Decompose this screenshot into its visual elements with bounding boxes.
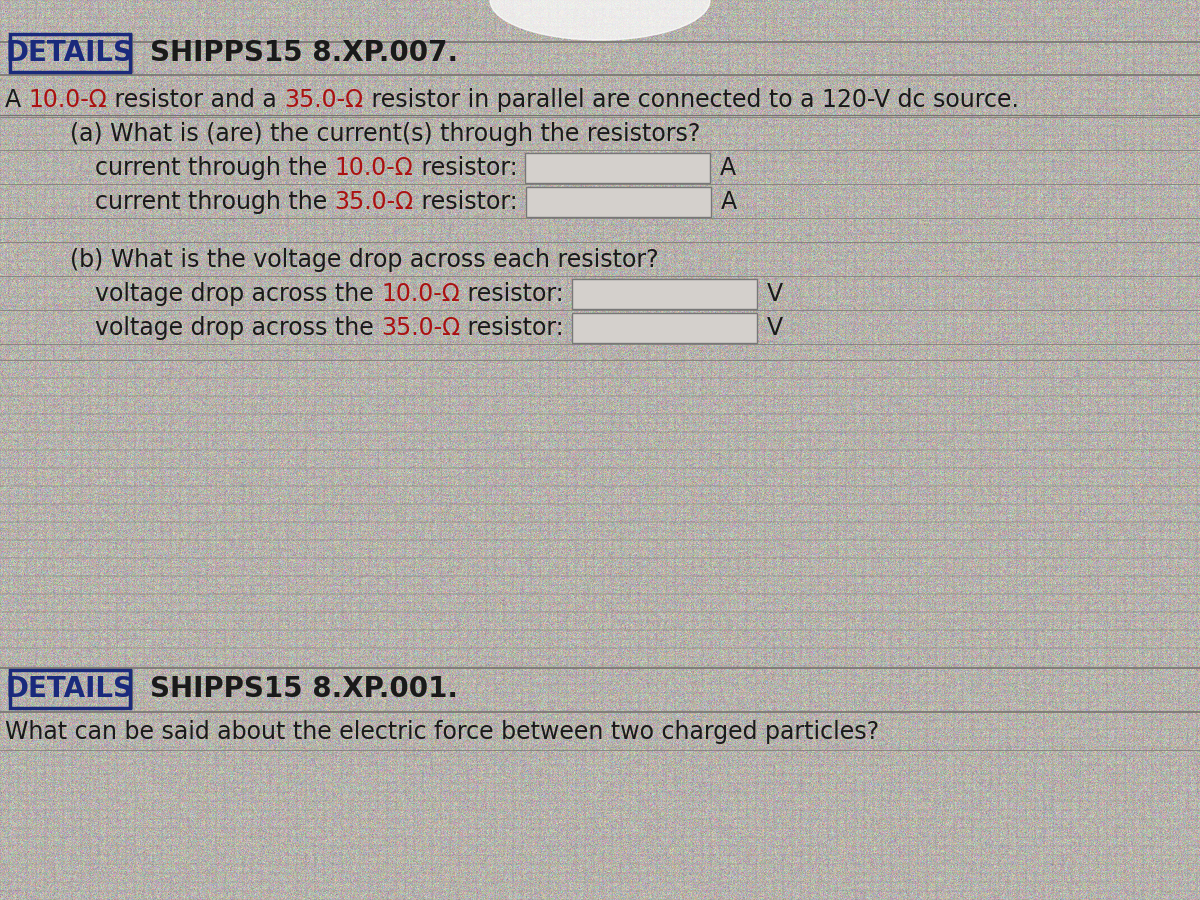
Text: DETAILS: DETAILS xyxy=(6,675,134,703)
FancyBboxPatch shape xyxy=(572,313,757,343)
Text: A: A xyxy=(720,190,737,214)
Text: resistor:: resistor: xyxy=(461,316,564,340)
Text: SHIPPS15 8.XP.001.: SHIPPS15 8.XP.001. xyxy=(150,675,458,703)
Text: voltage drop across the: voltage drop across the xyxy=(95,282,382,306)
Text: resistor and a: resistor and a xyxy=(107,88,284,112)
Text: current through the: current through the xyxy=(95,156,335,180)
Text: V: V xyxy=(767,282,782,306)
Text: 35.0-Ω: 35.0-Ω xyxy=(284,88,364,112)
Ellipse shape xyxy=(490,0,710,40)
Text: current through the: current through the xyxy=(95,190,335,214)
Text: resistor:: resistor: xyxy=(460,282,564,306)
Text: resistor:: resistor: xyxy=(414,156,517,180)
Text: What can be said about the electric force between two charged particles?: What can be said about the electric forc… xyxy=(5,720,880,744)
Text: V: V xyxy=(767,316,784,340)
Text: 10.0-Ω: 10.0-Ω xyxy=(29,88,107,112)
Text: A: A xyxy=(720,156,737,180)
Text: SHIPPS15 8.XP.007.: SHIPPS15 8.XP.007. xyxy=(150,39,458,67)
FancyBboxPatch shape xyxy=(571,279,757,309)
Text: resistor in parallel are connected to a 120-V dc source.: resistor in parallel are connected to a … xyxy=(364,88,1019,112)
Text: 35.0-Ω: 35.0-Ω xyxy=(335,190,414,214)
Text: (a) What is (are) the current(s) through the resistors?: (a) What is (are) the current(s) through… xyxy=(70,122,701,146)
FancyBboxPatch shape xyxy=(526,153,710,183)
Text: A: A xyxy=(5,88,29,112)
Text: DETAILS: DETAILS xyxy=(6,39,134,67)
Text: 35.0-Ω: 35.0-Ω xyxy=(382,316,461,340)
Text: voltage drop across the: voltage drop across the xyxy=(95,316,382,340)
FancyBboxPatch shape xyxy=(526,187,710,217)
Text: 10.0-Ω: 10.0-Ω xyxy=(335,156,414,180)
Text: resistor:: resistor: xyxy=(414,190,517,214)
Text: 10.0-Ω: 10.0-Ω xyxy=(382,282,460,306)
Text: (b) What is the voltage drop across each resistor?: (b) What is the voltage drop across each… xyxy=(70,248,659,272)
